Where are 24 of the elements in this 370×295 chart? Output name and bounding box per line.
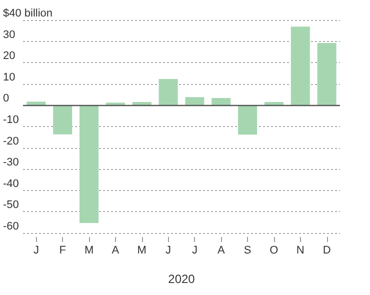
y-tick-label: 10 [3, 71, 16, 84]
x-tick-label: J [166, 244, 172, 256]
x-tick-label: O [270, 244, 279, 256]
x-tick-label: A [217, 244, 226, 256]
x-tick-label: F [59, 244, 66, 256]
x-tick-label: J [192, 244, 198, 256]
y-tick-label: 30 [3, 28, 16, 41]
y-tick-label: $40 billion [3, 8, 53, 20]
x-tick-label: M [84, 244, 94, 256]
x-axis-title: 2020 [168, 272, 196, 286]
x-tick-label: M [137, 244, 146, 256]
x-tick-label: J [33, 244, 39, 256]
x-tick-label: A [112, 244, 120, 256]
y-tick-label: 20 [3, 50, 16, 62]
x-tick-label: S [244, 244, 252, 256]
y-tick-label: -40 [3, 178, 19, 190]
y-tick-label: -60 [3, 220, 19, 232]
y-tick-label: -50 [3, 199, 19, 212]
y-tick-label: -10 [3, 114, 19, 126]
x-tick-label: N [296, 244, 304, 256]
y-tick-label: -20 [3, 135, 19, 148]
y-tick-label: 0 [3, 92, 10, 105]
y-tick-label: -30 [3, 156, 19, 169]
x-tick-label: D [322, 244, 331, 256]
